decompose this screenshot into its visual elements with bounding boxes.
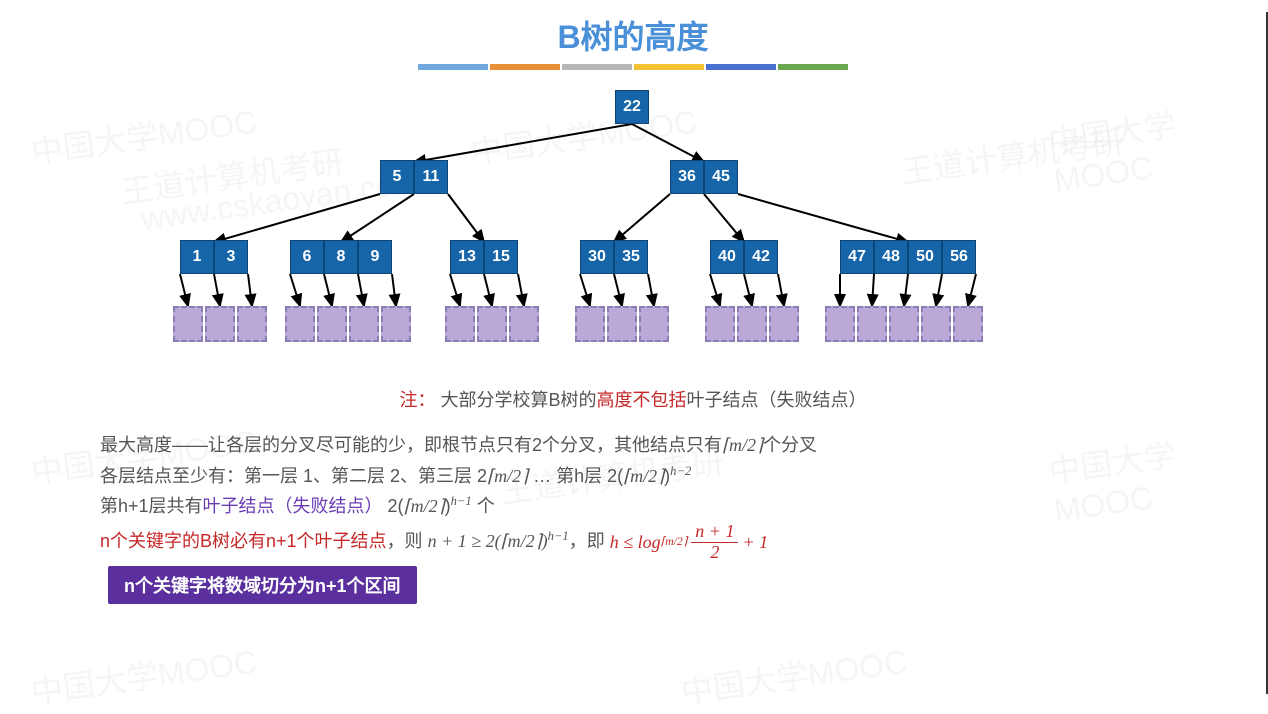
color-segment xyxy=(490,64,560,70)
color-bar xyxy=(0,64,1266,70)
leaf-node xyxy=(737,306,767,342)
summary-badge: n个关键字将数域切分为n+1个区间 xyxy=(108,566,417,604)
line2: 各层结点至少有：第一层 1、第二层 2、第三层 2⌈m/2⌉ … 第h层 2(⌈… xyxy=(100,461,1166,492)
node-key: 45 xyxy=(704,160,738,194)
watermark: 中国大学MOOC xyxy=(678,636,910,713)
node-key: 6 xyxy=(290,240,324,274)
leaf-node xyxy=(285,306,315,342)
leaf-node xyxy=(575,306,605,342)
page-title: B树的高度 xyxy=(0,12,1266,58)
node-key: 15 xyxy=(484,240,518,274)
line4: n个关键字的B树必有n+1个叶子结点，则 n + 1 ≥ 2(⌈m/2⌉)h−1… xyxy=(100,522,1166,563)
node-key: 56 xyxy=(942,240,976,274)
node-key: 8 xyxy=(324,240,358,274)
node-key: 22 xyxy=(615,90,649,124)
node-key: 47 xyxy=(840,240,874,274)
leaf-node xyxy=(317,306,347,342)
node-key: 40 xyxy=(710,240,744,274)
node-key: 48 xyxy=(874,240,908,274)
node-key: 9 xyxy=(358,240,392,274)
leaf-group xyxy=(574,306,670,342)
node-key: 5 xyxy=(380,160,414,194)
note-highlight: 高度不包括 xyxy=(597,390,687,410)
leaf-node xyxy=(705,306,735,342)
node-key: 13 xyxy=(450,240,484,274)
tree-node: 3035 xyxy=(580,240,648,274)
leaf-node xyxy=(509,306,539,342)
line1: 最大高度——让各层的分叉尽可能的少，即根节点只有2个分叉，其他结点只有⌈m/2⌉… xyxy=(100,430,1166,461)
leaf-node xyxy=(349,306,379,342)
leaf-group xyxy=(444,306,540,342)
tree-node: 511 xyxy=(380,160,448,194)
note-line: 注： 大部分学校算B树的高度不包括叶子结点（失败结点） xyxy=(0,386,1266,412)
leaf-node xyxy=(889,306,919,342)
leaf-node xyxy=(639,306,669,342)
leaf-node xyxy=(921,306,951,342)
node-key: 35 xyxy=(614,240,648,274)
tree-node: 13 xyxy=(180,240,248,274)
leaf-node xyxy=(381,306,411,342)
leaf-node xyxy=(173,306,203,342)
node-key: 30 xyxy=(580,240,614,274)
leaf-node xyxy=(477,306,507,342)
node-key: 3 xyxy=(214,240,248,274)
color-segment xyxy=(418,64,488,70)
btree-diagram: 2251136451368913153035404247485056 xyxy=(0,80,1266,380)
line3: 第h+1层共有叶子结点（失败结点） 2(⌈m/2⌉)h−1 个 xyxy=(100,491,1166,522)
leaf-node xyxy=(445,306,475,342)
color-segment xyxy=(706,64,776,70)
node-key: 36 xyxy=(670,160,704,194)
note-text2: 叶子结点（失败结点） xyxy=(687,390,867,410)
leaf-group xyxy=(824,306,984,342)
tree-node: 47485056 xyxy=(840,240,976,274)
leaf-node xyxy=(205,306,235,342)
color-segment xyxy=(562,64,632,70)
tree-node: 3645 xyxy=(670,160,738,194)
tree-node: 4042 xyxy=(710,240,778,274)
node-key: 11 xyxy=(414,160,448,194)
leaf-node xyxy=(237,306,267,342)
node-key: 1 xyxy=(180,240,214,274)
note-prefix: 注： xyxy=(399,390,435,410)
tree-node: 22 xyxy=(615,90,649,124)
explanation-block: 最大高度——让各层的分叉尽可能的少，即根节点只有2个分叉，其他结点只有⌈m/2⌉… xyxy=(100,430,1166,562)
watermark: 中国大学MOOC xyxy=(28,636,260,713)
color-segment xyxy=(778,64,848,70)
note-text1: 大部分学校算B树的 xyxy=(441,390,597,410)
leaf-node xyxy=(953,306,983,342)
tree-node: 689 xyxy=(290,240,392,274)
leaf-group xyxy=(284,306,412,342)
tree-node: 1315 xyxy=(450,240,518,274)
leaf-group xyxy=(172,306,268,342)
leaf-node xyxy=(607,306,637,342)
node-key: 42 xyxy=(744,240,778,274)
leaf-group xyxy=(704,306,800,342)
leaf-node xyxy=(857,306,887,342)
color-segment xyxy=(634,64,704,70)
leaf-node xyxy=(769,306,799,342)
leaf-node xyxy=(825,306,855,342)
node-key: 50 xyxy=(908,240,942,274)
